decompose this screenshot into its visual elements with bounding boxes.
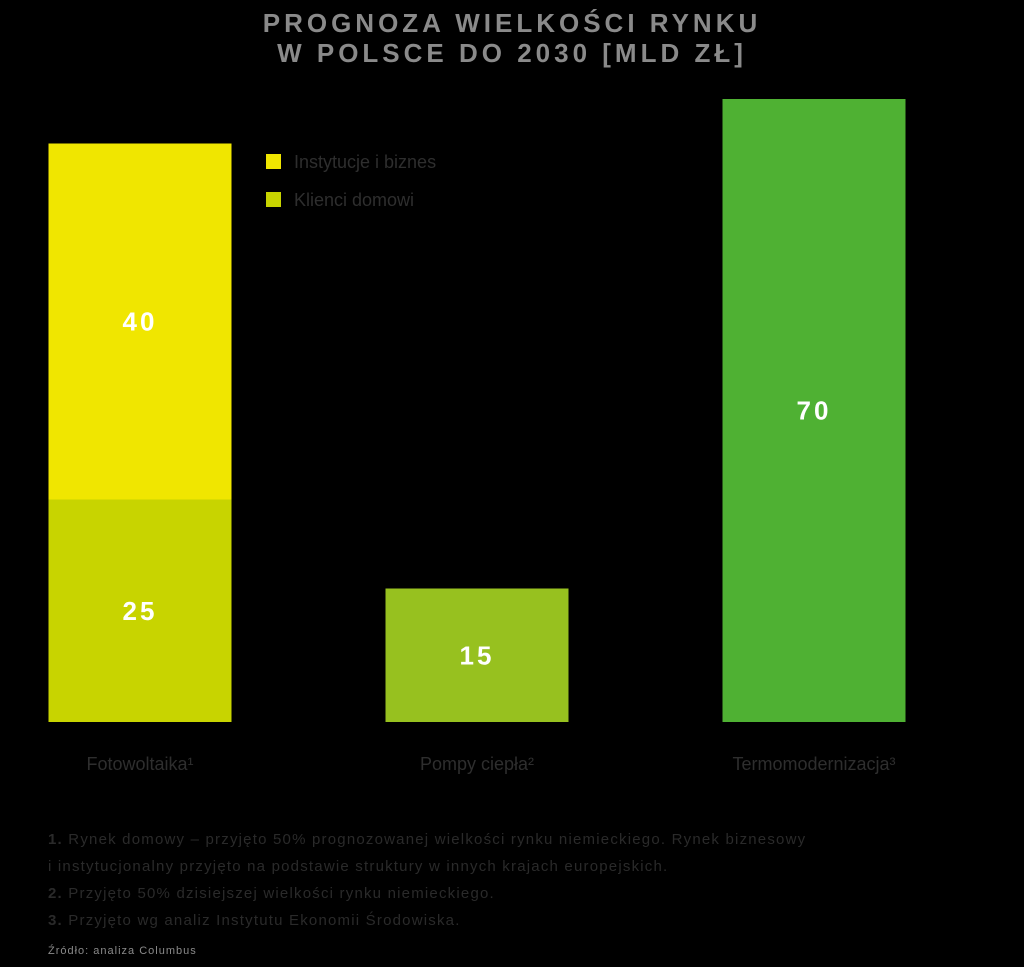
chart-title: PROGNOZA WIELKOŚCI RYNKU W POLSCE DO 203…: [0, 8, 1024, 68]
footnote-text: Przyjęto wg analiz Instytutu Ekonomii Śr…: [68, 912, 461, 929]
bar-segment: [48, 143, 232, 500]
legend-label-households: Klienci domowi: [294, 190, 415, 210]
data-label: 25: [123, 596, 158, 626]
legend-swatch-households: [266, 192, 281, 207]
footnote-text: Rynek domowy – przyjęto 50% prognozowane…: [68, 831, 807, 848]
footnote-2: 2. Przyjęto 50% dzisiejszej wielkości ry…: [48, 880, 988, 907]
footnote-1: 1. Rynek domowy – przyjęto 50% prognozow…: [48, 826, 988, 853]
bar-segment: [722, 99, 906, 722]
data-label: 15: [460, 640, 495, 670]
bar-segment: [48, 499, 232, 722]
category-label: Pompy ciepła²: [420, 754, 534, 774]
category-label: Termomodernizacja³: [732, 754, 895, 774]
data-label: 40: [123, 307, 158, 337]
footnotes: 1. Rynek domowy – przyjęto 50% prognozow…: [48, 826, 988, 934]
footnote-number: 2.: [48, 885, 63, 902]
bar-segment: [385, 588, 569, 722]
chart-title-line-1: PROGNOZA WIELKOŚCI RYNKU: [262, 8, 762, 38]
category-label: Fotowoltaika¹: [86, 754, 193, 774]
footnote-number: 3.: [48, 912, 63, 929]
legend-swatch-institutions: [266, 154, 281, 169]
footnote-1-continued: i instytucjonalny przyjęto na podstawie …: [48, 853, 988, 880]
bar-chart: 25 40 Fotowoltaika¹ 15 Pompy ciepła² 70 Termom…: [48, 99, 906, 774]
legend-label-institutions: Instytucje i biznes: [294, 152, 437, 172]
footnote-3: 3. Przyjęto wg analiz Instytutu Ekonomii…: [48, 907, 988, 934]
footnote-number: 1.: [48, 831, 63, 848]
footnote-text: i instytucjonalny przyjęto na podstawie …: [48, 858, 669, 875]
data-label: 70: [797, 396, 832, 426]
chart-title-line-2: W POLSCE DO 2030 [MLD ZŁ]: [277, 38, 747, 68]
source-note: Źródło: analiza Columbus: [48, 945, 197, 957]
footnote-text: Przyjęto 50% dzisiejszej wielkości rynku…: [68, 885, 495, 902]
